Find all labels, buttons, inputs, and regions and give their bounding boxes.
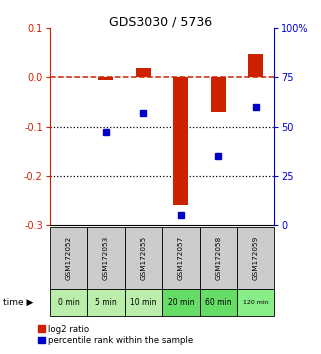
Text: GSM172057: GSM172057 (178, 235, 184, 280)
Text: 5 min: 5 min (95, 298, 117, 307)
Text: GSM172059: GSM172059 (253, 235, 259, 280)
Bar (200, 289, 237, 316)
Bar (248, 54, 263, 78)
Text: 0 min: 0 min (57, 298, 79, 307)
Bar (125, 289, 162, 316)
Text: GSM172055: GSM172055 (140, 235, 146, 280)
Text: 120 min: 120 min (243, 300, 269, 305)
Bar (162, 227, 200, 289)
Text: GDS3030 / 5736: GDS3030 / 5736 (109, 16, 212, 29)
Text: 10 min: 10 min (130, 298, 157, 307)
Legend: log2 ratio, percentile rank within the sample: log2 ratio, percentile rank within the s… (38, 325, 194, 345)
Bar (50, 227, 87, 289)
Text: time ▶: time ▶ (3, 298, 34, 307)
Bar (125, 227, 162, 289)
Text: GSM172052: GSM172052 (65, 235, 72, 280)
Text: GSM172053: GSM172053 (103, 235, 109, 280)
Bar (87, 289, 125, 316)
Bar (200, 227, 237, 289)
Bar (87, 227, 125, 289)
Bar (237, 289, 274, 316)
Text: GSM172058: GSM172058 (215, 235, 221, 280)
Text: 20 min: 20 min (168, 298, 194, 307)
Bar (237, 227, 274, 289)
Bar (211, 78, 226, 112)
Bar (173, 78, 188, 205)
Bar (162, 289, 200, 316)
Text: 60 min: 60 min (205, 298, 231, 307)
Bar (99, 78, 113, 80)
Bar (50, 289, 87, 316)
Bar (136, 68, 151, 78)
